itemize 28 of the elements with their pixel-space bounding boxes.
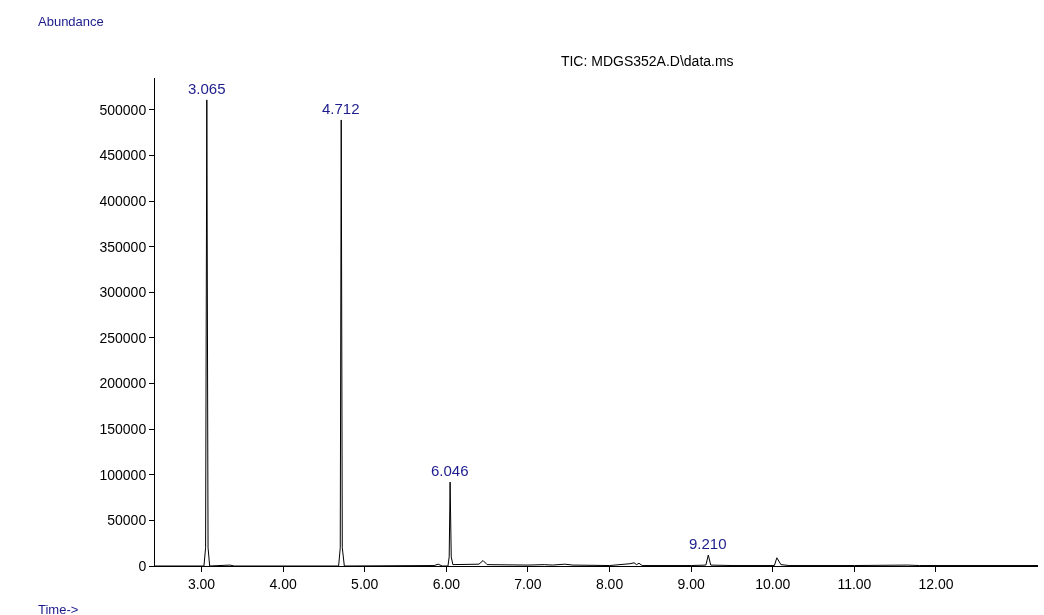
annotation: 9.210 [689, 535, 727, 552]
x-tick-label: 7.00 [514, 575, 542, 592]
y-tick-label: 100000 [99, 466, 147, 483]
y-tick-label: 150000 [99, 421, 147, 438]
x-tick-label: 11.00 [837, 575, 872, 592]
x-tick-label: 5.00 [351, 575, 379, 592]
chart-title: TIC: MDGS352A.D\data.ms [560, 53, 734, 70]
y-tick-label: 300000 [99, 284, 147, 301]
y-tick-label: 450000 [99, 147, 147, 164]
y-tick-label: 400000 [99, 193, 147, 210]
x-tick-label: 3.00 [187, 575, 216, 592]
y-tick-label: 250000 [99, 329, 147, 346]
y-tick-label: 200000 [99, 375, 147, 392]
text: Abundance [38, 14, 104, 29]
x-tick-label: 4.00 [269, 575, 297, 592]
y-tick-label: 50000 [107, 512, 147, 529]
annotation: 4.712 [322, 100, 360, 117]
annotation: 3.065 [188, 80, 226, 97]
x-axis-title: Time-> [38, 602, 79, 615]
y-tick-label: 500000 [99, 101, 147, 118]
y-tick-label: 350000 [99, 238, 147, 255]
x-tick-label: 6.00 [432, 575, 461, 592]
x-tick-label: 10.00 [755, 575, 791, 592]
annotation: 6.046 [431, 462, 469, 479]
y-tick-label: 0 [138, 557, 147, 574]
x-tick-label: 9.00 [677, 575, 706, 592]
x-tick-label: 12.00 [918, 575, 954, 592]
x-tick-label: 8.00 [595, 575, 624, 592]
